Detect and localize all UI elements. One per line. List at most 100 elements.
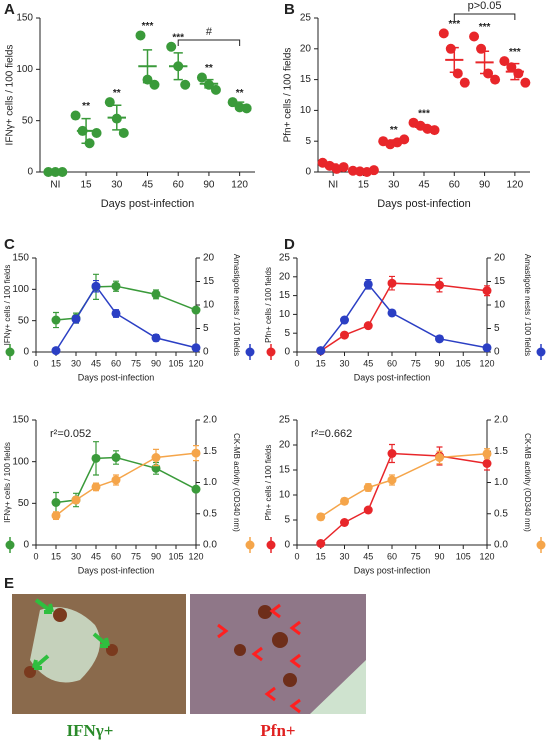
x-tick-label: NI: [50, 180, 60, 191]
x-tick-label: 90: [434, 551, 444, 561]
chart: D 0 5 10 15 20 25 0 5 10 15 20 0 15 30 45 60 75 90 105 120 Da…: [264, 236, 546, 382]
x-tick-label: 30: [339, 358, 349, 368]
stained-cell: [283, 673, 297, 687]
y-tick-label: 0: [305, 167, 311, 178]
data-point: [180, 79, 191, 90]
y-tick-label: 100: [12, 456, 29, 467]
data-point: [482, 459, 492, 468]
data-point: [210, 84, 221, 95]
y-tick-label: 5: [305, 136, 311, 147]
y-tick-label: 50: [22, 115, 34, 126]
y-axis-title: Pfn+ cells / 100 fields: [283, 48, 294, 143]
y-axis-title: IFNγ+ cells / 100 fields: [3, 265, 12, 346]
y-tick-label: 10: [300, 105, 312, 116]
x-tick-label: 90: [434, 358, 444, 368]
data-point: [135, 30, 146, 41]
significance: ***: [172, 32, 184, 43]
data-point: [438, 28, 449, 39]
y-tick-label: 15: [494, 276, 506, 287]
y-tick-label: 5: [284, 328, 290, 339]
y-tick-label: 150: [16, 13, 33, 24]
bracket-label: p>0.05: [468, 0, 502, 12]
error-bar: [142, 49, 153, 84]
significance: **: [236, 88, 244, 99]
stained-cell: [106, 644, 118, 656]
annotation: r²=0.662: [311, 428, 352, 440]
data-point: [71, 495, 81, 505]
error-bar: [235, 101, 245, 110]
x-tick-label: 60: [173, 180, 185, 191]
y-tick-label: 150: [12, 415, 29, 426]
x-tick-label: 0: [294, 551, 299, 561]
y-tick-label: 10: [279, 309, 291, 320]
stained-cell: [24, 666, 36, 678]
error-bar: [358, 169, 368, 173]
y-tick-label: 0: [27, 167, 33, 178]
data-point: [151, 289, 161, 299]
y-tick-label: 10: [203, 300, 215, 311]
stained-cell: [272, 632, 288, 648]
x-tick-label: 45: [418, 180, 430, 191]
data-point: [340, 330, 349, 340]
data-point: [191, 343, 201, 353]
y-tick-label: 20: [279, 271, 291, 282]
y-tick-label: 15: [279, 465, 291, 476]
data-point: [435, 280, 444, 290]
x-tick-label: 30: [71, 358, 81, 368]
series-line: [320, 283, 488, 352]
data-point: [363, 321, 373, 331]
error-bar: [449, 46, 459, 73]
data-point: [363, 279, 373, 289]
data-point: [452, 68, 463, 79]
data-point: [91, 453, 101, 463]
x-tick-label: 120: [479, 358, 494, 368]
x-tick-label: 45: [91, 358, 101, 368]
x-tick-label: 60: [111, 551, 121, 561]
data-point: [151, 453, 161, 462]
x-tick-label: 45: [142, 180, 154, 191]
y-tick-label: 5: [494, 323, 500, 334]
series-line: [55, 284, 197, 351]
series-line: [320, 282, 488, 352]
panel-label: E: [4, 575, 14, 592]
data-point: [363, 505, 373, 515]
y-axis-title: Pfn+ cells / 100 fields: [264, 445, 273, 521]
significance: **: [113, 88, 121, 99]
y2-axis-title: Amastigote nests / 100 fields: [232, 254, 241, 356]
panel-label: C: [4, 236, 15, 253]
y-tick-label: 10: [279, 490, 291, 501]
y-tick-label: 10: [494, 300, 506, 311]
error-bar: [480, 50, 490, 75]
data-point: [387, 308, 397, 318]
data-point: [482, 343, 492, 353]
significance: ***: [479, 22, 491, 33]
y-tick-label: 25: [300, 13, 312, 24]
data-point: [191, 484, 201, 494]
y-tick-label: 5: [203, 323, 209, 334]
y-tick-label: 0: [284, 540, 290, 551]
error-bar: [389, 139, 399, 145]
arrow: [32, 654, 50, 670]
y-tick-label: 100: [12, 284, 29, 295]
x-tick-label: 90: [203, 180, 215, 191]
data-point: [490, 74, 501, 85]
x-tick-label: 120: [507, 180, 524, 191]
bracket-label: #: [206, 26, 213, 38]
error-bar: [173, 52, 183, 81]
y-tick-label: 15: [279, 290, 291, 301]
significance: ***: [142, 21, 154, 32]
data-point: [499, 56, 510, 67]
x-tick-label: 105: [456, 551, 471, 561]
chart: B 0 5 10 15 20 25 Pfn+ cells / 100 fields Days p…: [283, 0, 531, 210]
x-tick-label: 120: [231, 180, 248, 191]
tissue-region: [30, 607, 100, 683]
x-tick-label: 120: [479, 551, 494, 561]
caption: Pfn+: [260, 721, 295, 740]
data-point: [459, 77, 470, 88]
data-point: [445, 43, 456, 54]
significance: ***: [448, 19, 460, 30]
data-point: [71, 314, 81, 324]
bracket: [177, 39, 241, 46]
tissue-region: [310, 660, 366, 714]
data-point: [151, 333, 161, 343]
